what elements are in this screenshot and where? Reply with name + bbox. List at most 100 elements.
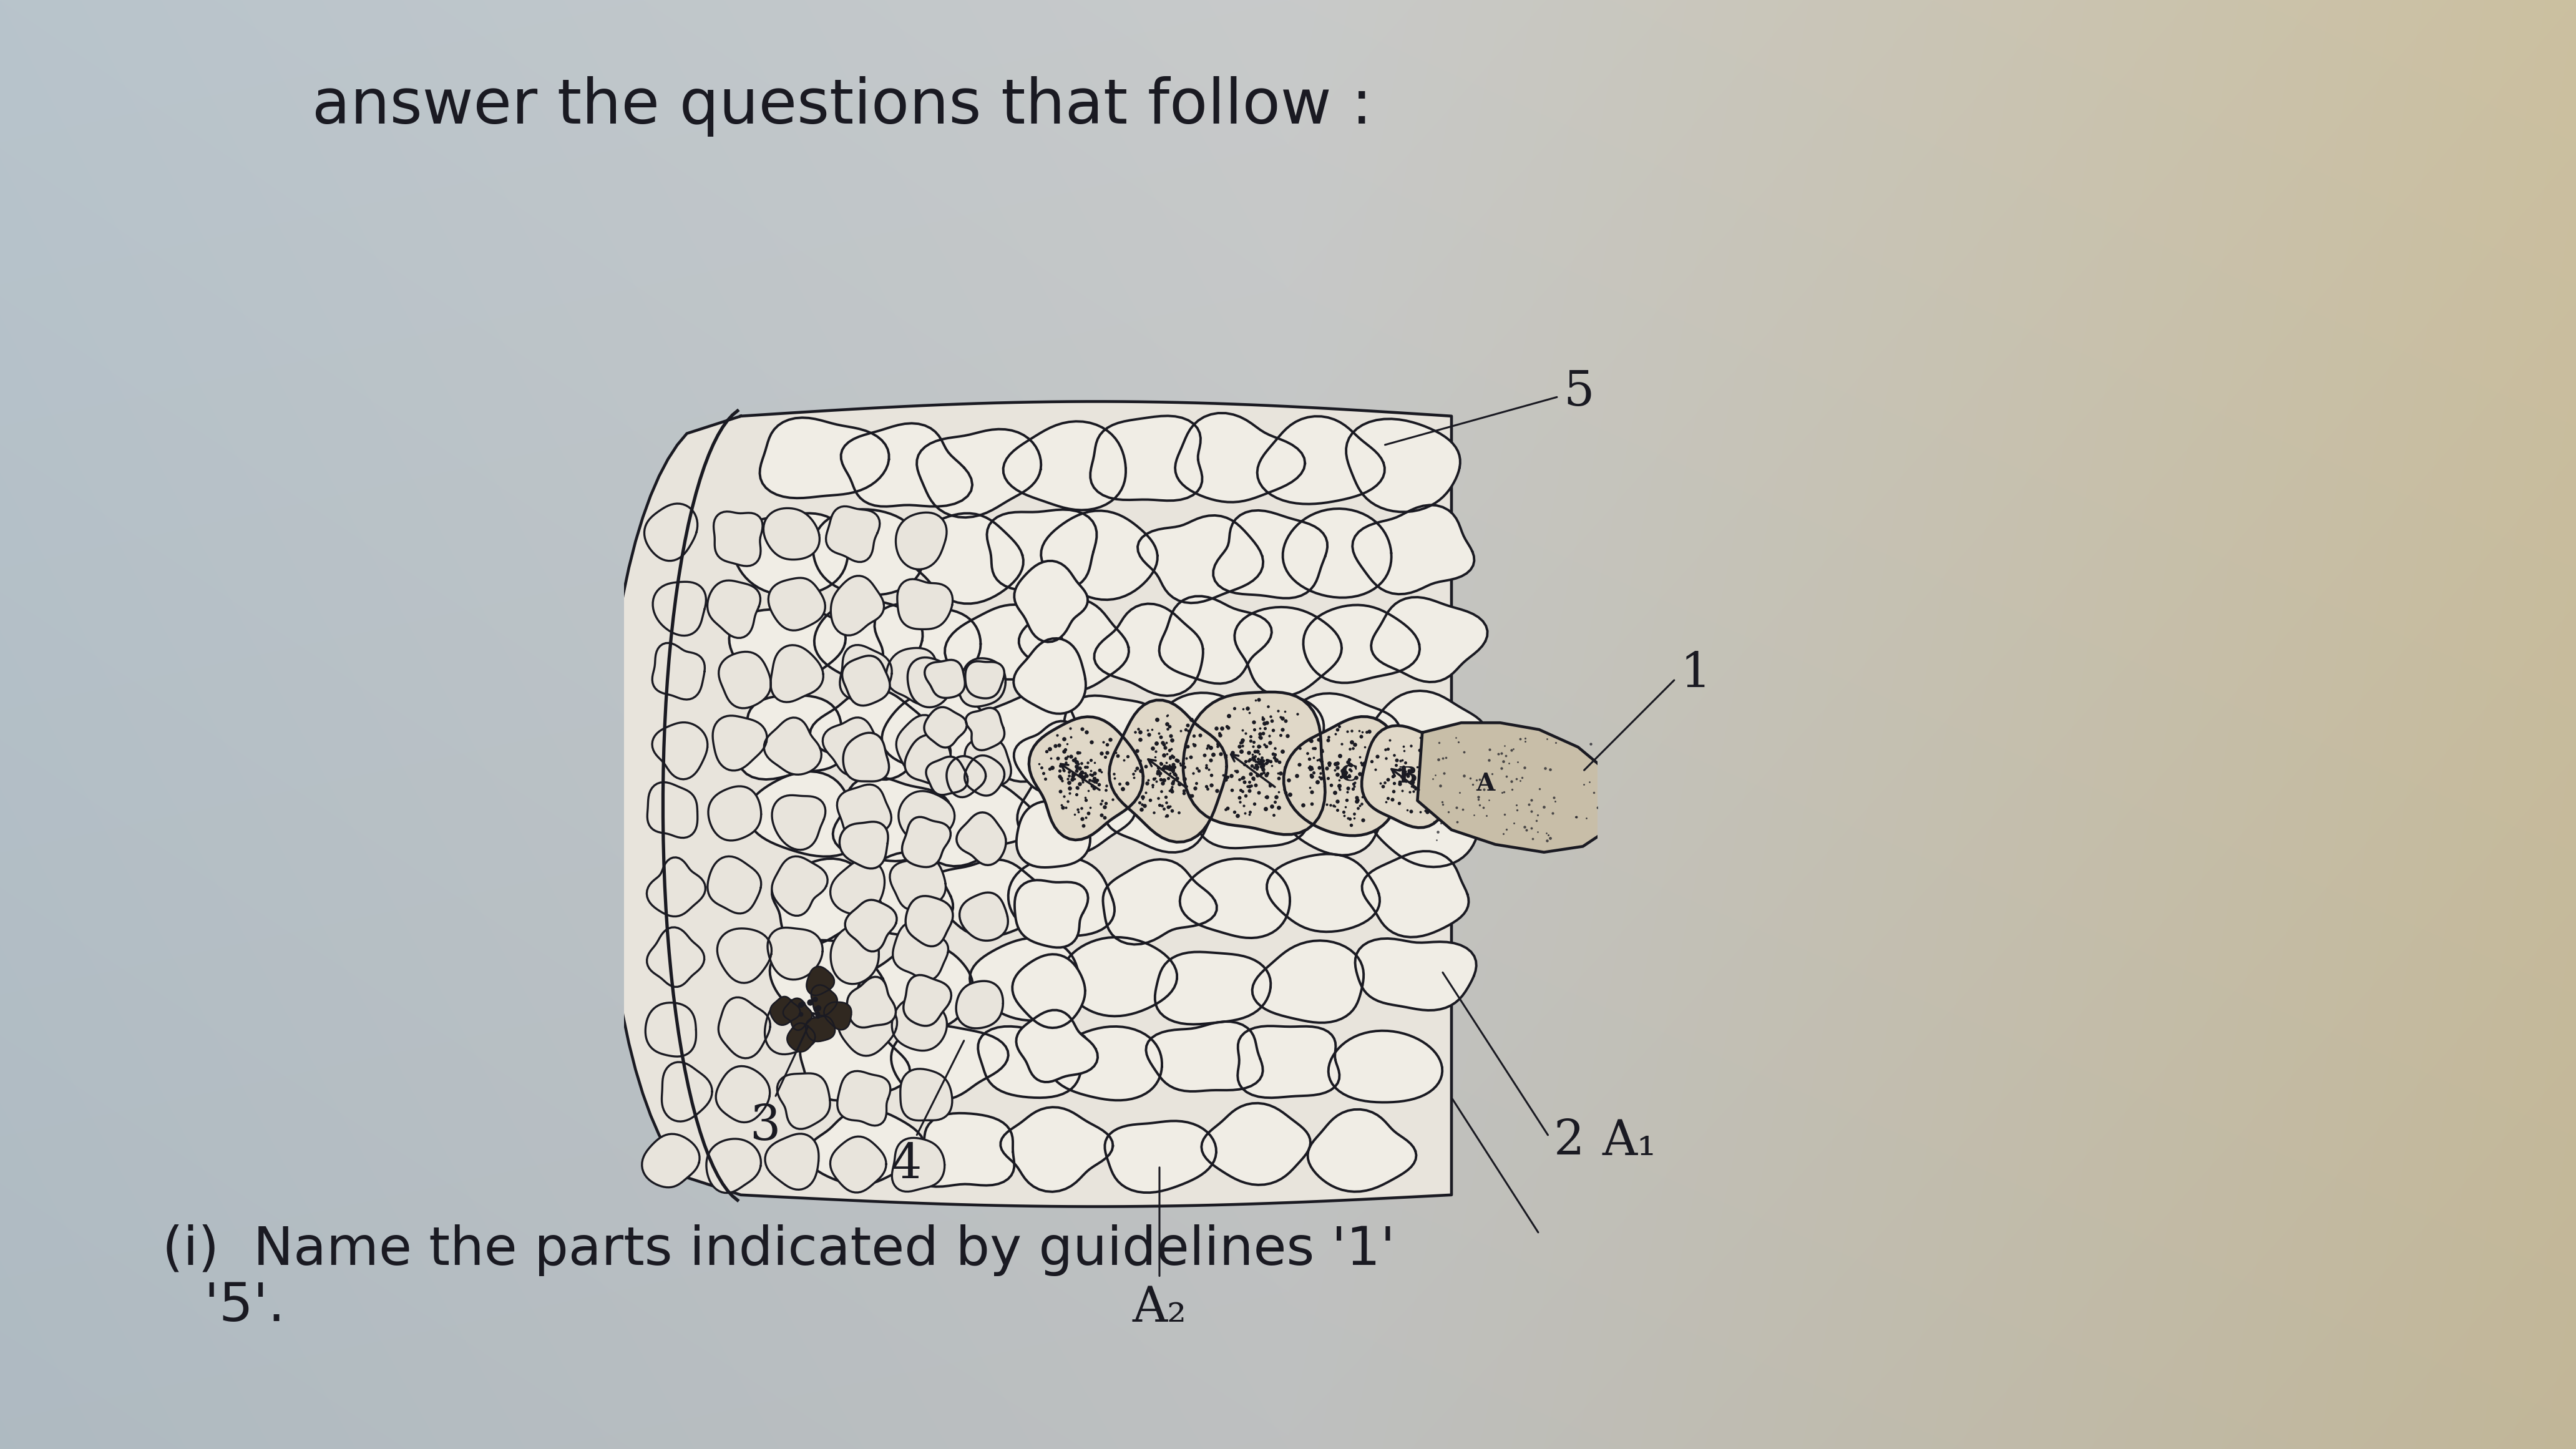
- Polygon shape: [1195, 768, 1309, 848]
- Polygon shape: [1154, 952, 1270, 1024]
- Polygon shape: [814, 600, 922, 682]
- Polygon shape: [644, 504, 698, 561]
- Polygon shape: [1110, 700, 1226, 842]
- Polygon shape: [999, 1107, 1113, 1191]
- Polygon shape: [889, 856, 945, 910]
- Polygon shape: [909, 1113, 1015, 1187]
- Polygon shape: [1288, 693, 1401, 777]
- Polygon shape: [662, 1062, 711, 1122]
- Polygon shape: [729, 610, 845, 687]
- Polygon shape: [891, 998, 948, 1051]
- Polygon shape: [1103, 859, 1216, 945]
- Polygon shape: [827, 506, 881, 562]
- Polygon shape: [969, 938, 1079, 1020]
- Polygon shape: [708, 581, 760, 638]
- Polygon shape: [806, 1108, 925, 1185]
- Polygon shape: [1200, 1103, 1311, 1185]
- Polygon shape: [842, 733, 889, 781]
- Polygon shape: [1417, 723, 1623, 852]
- Polygon shape: [762, 509, 819, 559]
- Polygon shape: [1257, 416, 1386, 504]
- Polygon shape: [837, 1004, 896, 1056]
- Polygon shape: [1018, 801, 1090, 868]
- Polygon shape: [1020, 598, 1128, 691]
- Polygon shape: [1105, 1122, 1216, 1193]
- Polygon shape: [739, 696, 845, 780]
- Polygon shape: [963, 755, 1005, 796]
- Polygon shape: [1355, 939, 1476, 1010]
- Polygon shape: [1105, 765, 1216, 852]
- Polygon shape: [719, 997, 770, 1058]
- Polygon shape: [945, 604, 1064, 680]
- Polygon shape: [1283, 769, 1394, 855]
- Text: A₁: A₁: [1602, 1117, 1656, 1165]
- Polygon shape: [1056, 696, 1162, 778]
- Polygon shape: [845, 900, 896, 952]
- Polygon shape: [842, 852, 953, 935]
- Polygon shape: [765, 1133, 819, 1190]
- Polygon shape: [979, 1026, 1090, 1098]
- Polygon shape: [848, 977, 896, 1027]
- Polygon shape: [652, 643, 706, 700]
- Polygon shape: [829, 924, 878, 984]
- Polygon shape: [770, 940, 886, 1016]
- Polygon shape: [765, 717, 822, 775]
- Polygon shape: [778, 1074, 829, 1129]
- Polygon shape: [1146, 1022, 1262, 1091]
- Polygon shape: [647, 858, 706, 916]
- Polygon shape: [714, 716, 768, 771]
- Polygon shape: [647, 927, 703, 987]
- Polygon shape: [801, 1023, 909, 1101]
- Polygon shape: [652, 582, 706, 636]
- Polygon shape: [902, 1069, 953, 1120]
- Text: (i)  Name the parts indicated by guidelines '1': (i) Name the parts indicated by guidelin…: [162, 1224, 1396, 1277]
- Polygon shape: [773, 856, 827, 916]
- Polygon shape: [806, 966, 835, 995]
- Polygon shape: [814, 509, 925, 596]
- Polygon shape: [917, 429, 1041, 517]
- Polygon shape: [1347, 419, 1461, 511]
- Polygon shape: [773, 796, 824, 851]
- Polygon shape: [966, 709, 1005, 751]
- Polygon shape: [708, 856, 760, 913]
- Polygon shape: [1015, 561, 1087, 642]
- Polygon shape: [1267, 853, 1381, 932]
- Polygon shape: [788, 1023, 814, 1052]
- Polygon shape: [987, 510, 1097, 591]
- Polygon shape: [1159, 596, 1273, 684]
- Polygon shape: [822, 717, 878, 775]
- Polygon shape: [773, 859, 881, 945]
- Polygon shape: [837, 1071, 891, 1126]
- Polygon shape: [956, 981, 1002, 1029]
- Text: C: C: [1340, 764, 1358, 785]
- Text: 3: 3: [750, 1103, 781, 1149]
- Polygon shape: [904, 975, 951, 1026]
- Polygon shape: [1061, 938, 1177, 1016]
- Text: 5: 5: [1564, 368, 1595, 416]
- Polygon shape: [899, 791, 956, 845]
- Polygon shape: [1015, 1010, 1097, 1082]
- Polygon shape: [904, 513, 1023, 604]
- Text: A: A: [1476, 772, 1494, 796]
- Polygon shape: [1180, 859, 1291, 938]
- Text: A₂: A₂: [1133, 1284, 1188, 1332]
- Polygon shape: [858, 945, 974, 1029]
- Polygon shape: [925, 707, 966, 748]
- Text: B: B: [1399, 765, 1417, 787]
- Polygon shape: [716, 929, 773, 982]
- Polygon shape: [647, 782, 698, 838]
- Polygon shape: [768, 927, 822, 980]
- Polygon shape: [1007, 856, 1115, 936]
- Polygon shape: [1211, 694, 1324, 775]
- Polygon shape: [1283, 509, 1391, 597]
- Polygon shape: [925, 756, 969, 796]
- Polygon shape: [760, 417, 889, 498]
- Polygon shape: [824, 1003, 853, 1030]
- Polygon shape: [734, 513, 848, 596]
- Polygon shape: [1370, 691, 1486, 778]
- Polygon shape: [842, 656, 889, 706]
- Polygon shape: [1234, 607, 1342, 696]
- Polygon shape: [917, 781, 1036, 867]
- Polygon shape: [1048, 1026, 1162, 1100]
- Polygon shape: [716, 1066, 770, 1123]
